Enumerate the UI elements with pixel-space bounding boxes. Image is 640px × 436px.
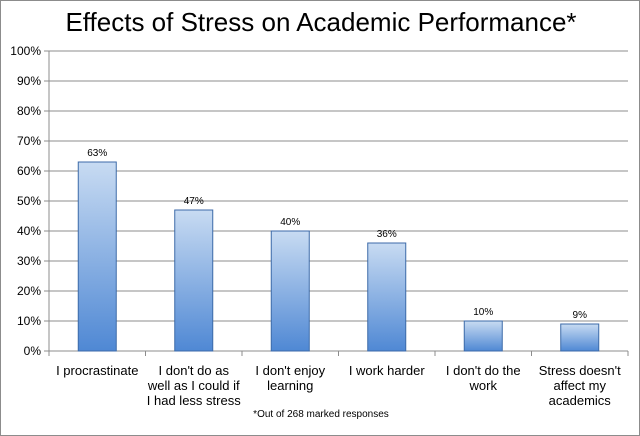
y-tick-label: 20%	[17, 284, 41, 298]
x-tick-label: I procrastinate	[56, 363, 138, 378]
y-tick-label: 40%	[17, 224, 41, 238]
x-tick-label: I work harder	[349, 363, 426, 378]
bar	[367, 242, 407, 352]
chart-title: Effects of Stress on Academic Performanc…	[65, 7, 577, 37]
y-tick-label: 70%	[17, 134, 41, 148]
y-tick-label: 0%	[24, 344, 42, 358]
x-tick-label: I don't do the work	[446, 363, 521, 393]
y-tick-label: 90%	[17, 74, 41, 88]
data-label: 9%	[573, 310, 588, 321]
y-tick-label: 50%	[17, 194, 41, 208]
data-label: 40%	[280, 217, 300, 228]
x-tick-label: I don't do as well as I could if I had les…	[147, 363, 241, 408]
x-tick-label: I don't enjoy learning	[255, 363, 325, 393]
bar	[77, 161, 117, 352]
bar	[270, 230, 310, 352]
data-label: 47%	[184, 196, 204, 207]
y-tick-label: 80%	[17, 104, 41, 118]
x-tick-label: Stress doesn't affect my academics	[539, 363, 621, 408]
bar	[463, 320, 503, 352]
data-label: 10%	[473, 307, 493, 318]
bar	[174, 209, 214, 352]
y-tick-label: 100%	[10, 44, 41, 58]
chart-footnote: *Out of 268 marked responses	[253, 409, 389, 420]
y-tick-label: 60%	[17, 164, 41, 178]
data-label: 36%	[377, 229, 397, 240]
y-tick-label: 10%	[17, 314, 41, 328]
y-tick-label: 30%	[17, 254, 41, 268]
data-label: 63%	[87, 148, 107, 159]
bar	[560, 323, 600, 352]
